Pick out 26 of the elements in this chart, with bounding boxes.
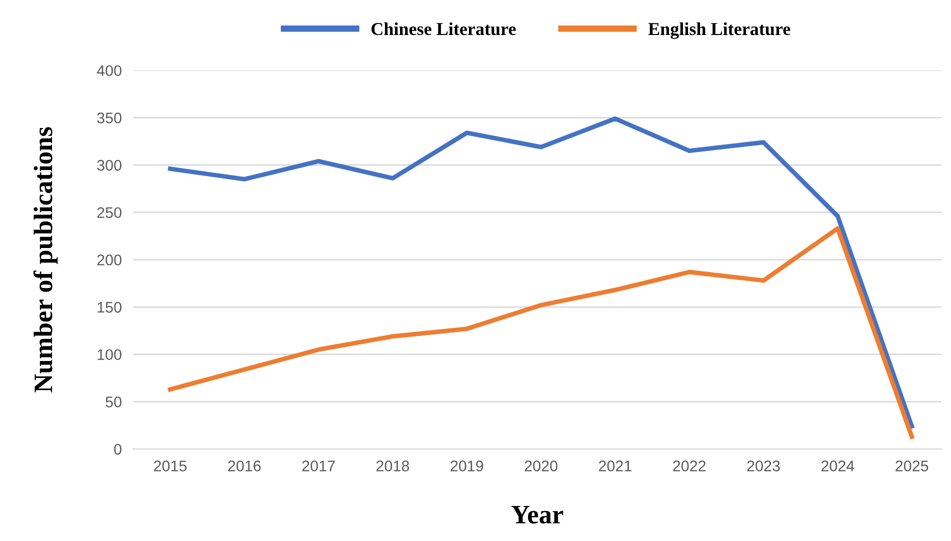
y-tick-label: 250 xyxy=(97,207,122,218)
x-tick-label: 2020 xyxy=(524,460,558,472)
line-series xyxy=(168,116,914,429)
x-axis-title: Year xyxy=(511,506,564,524)
legend-label: Chinese Literature xyxy=(372,22,516,36)
x-tick-label: 2018 xyxy=(376,460,410,472)
y-axis-title: Number of publications xyxy=(33,127,58,392)
x-tick-label: 2021 xyxy=(598,460,632,472)
x-tick-label: 2022 xyxy=(673,460,706,472)
y-tick-label: 300 xyxy=(97,160,122,171)
x-tick-label: 2019 xyxy=(450,460,484,472)
y-tick-label: 100 xyxy=(98,349,122,360)
y-tick-label: 400 xyxy=(96,65,122,76)
x-tick-label: 2016 xyxy=(228,460,261,472)
x-tick-label: 2023 xyxy=(747,460,780,472)
line-series xyxy=(168,226,914,439)
y-tick-label: 50 xyxy=(106,396,122,408)
x-tick-label: 2017 xyxy=(302,460,335,472)
legend-label: English Literature xyxy=(648,22,790,39)
y-tick-label: 150 xyxy=(98,302,122,313)
y-tick-label: 0 xyxy=(114,444,122,455)
x-tick-label: 2025 xyxy=(896,460,928,472)
x-tick-label: 2024 xyxy=(821,460,854,472)
y-tick-label: 200 xyxy=(97,254,122,266)
y-tick-label: 350 xyxy=(97,112,122,124)
x-tick-label: 2015 xyxy=(154,460,187,472)
